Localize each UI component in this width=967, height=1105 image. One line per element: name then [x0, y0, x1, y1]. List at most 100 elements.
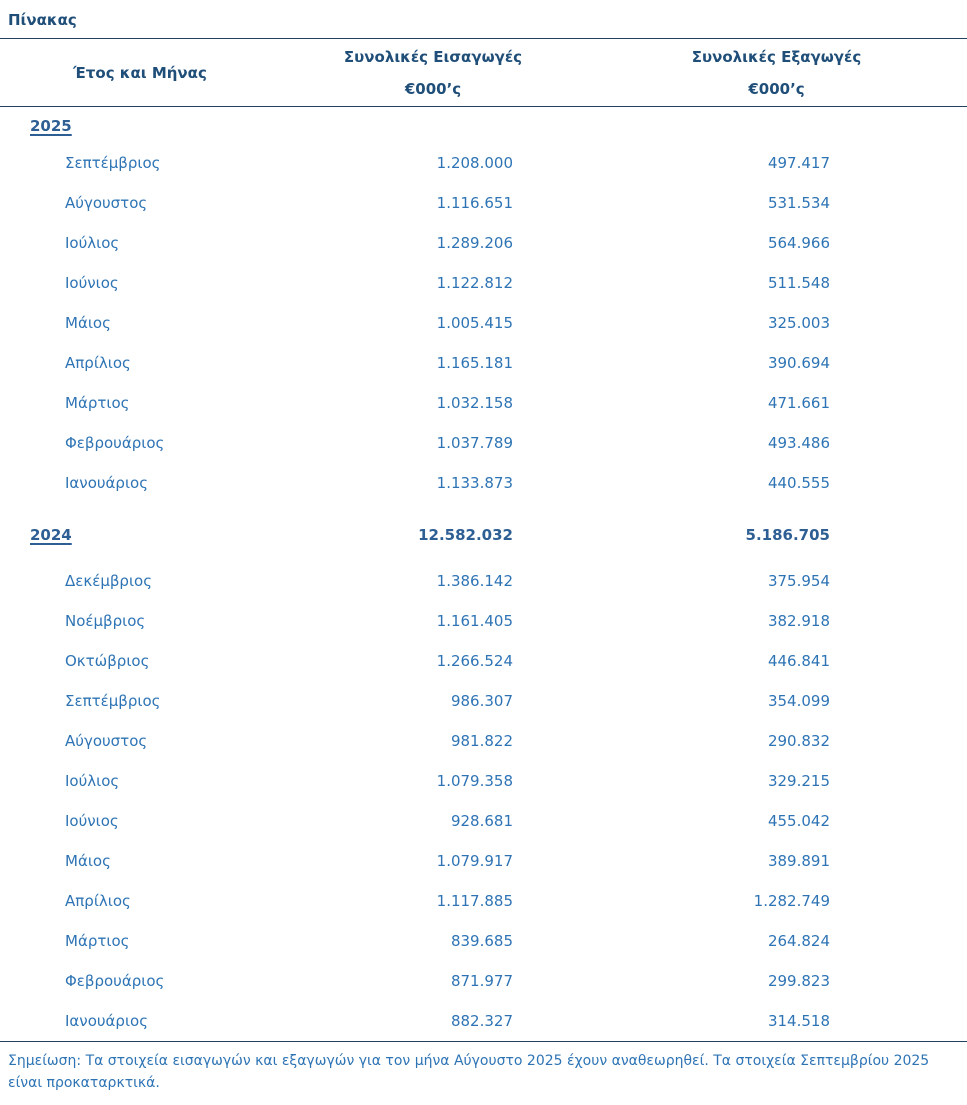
- table-row: Ιούνιος 928.681 455.042: [0, 801, 967, 841]
- month-label: Ιανουάριος: [65, 1012, 149, 1030]
- exports-value: 455.042: [767, 812, 830, 830]
- imports-value: 1.161.405: [436, 612, 513, 630]
- month-label: Αύγουστος: [65, 194, 148, 212]
- exports-value: 390.694: [767, 354, 830, 372]
- table-row: Φεβρουάριος 871.977 299.823: [0, 961, 967, 1001]
- month-label: Απρίλιος: [65, 892, 131, 910]
- imports-value: 1.032.158: [436, 394, 513, 412]
- imports-value: 1.386.142: [436, 572, 513, 590]
- table-row: Αύγουστος 1.116.651 531.534: [0, 183, 967, 223]
- footnote: Σημείωση: Τα στοιχεία εισαγωγών και εξαγ…: [8, 1053, 930, 1091]
- exports-value: 290.832: [767, 732, 830, 750]
- table-row: Μάιος 1.079.917 389.891: [0, 841, 967, 881]
- table-row: Αύγουστος 981.822 290.832: [0, 721, 967, 761]
- year-row: 2024 12.582.032 5.186.705: [0, 517, 967, 553]
- table-row: Ιούλιος 1.079.358 329.215: [0, 761, 967, 801]
- month-label: Αύγουστος: [65, 732, 148, 750]
- column-header-imports-label: Συνολικές Εισαγωγές: [343, 48, 523, 66]
- column-header-imports: Συνολικές Εισαγωγές €000’ς: [280, 48, 586, 98]
- table-row: Μάρτιος 839.685 264.824: [0, 921, 967, 961]
- imports-value: 1.005.415: [436, 314, 513, 332]
- table-row: Απρίλιος 1.165.181 390.694: [0, 343, 967, 383]
- imports-value: 839.685: [450, 932, 513, 950]
- imports-value: 928.681: [450, 812, 513, 830]
- exports-value: 375.954: [767, 572, 830, 590]
- exports-value: 389.891: [767, 852, 830, 870]
- table-row: Δεκέμβριος 1.386.142 375.954: [0, 561, 967, 601]
- imports-value: 986.307: [450, 692, 513, 710]
- table-row: Σεπτέμβριος 1.208.000 497.417: [0, 143, 967, 183]
- table-row: Ιανουάριος 882.327 314.518: [0, 1001, 967, 1041]
- column-header-exports: Συνολικές Εξαγωγές €000’ς: [586, 48, 967, 98]
- imports-value: 1.079.917: [436, 852, 513, 870]
- month-label: Μάρτιος: [65, 932, 130, 950]
- table-header: Έτος και Μήνας Συνολικές Εισαγωγές €000’…: [0, 39, 967, 106]
- divider-below-title: [0, 38, 967, 39]
- table-row: Ιανουάριος 1.133.873 440.555: [0, 463, 967, 503]
- divider-above-note: [0, 1041, 967, 1042]
- column-header-exports-unit: €000’ς: [748, 80, 805, 98]
- imports-value: 1.116.651: [436, 194, 513, 212]
- column-header-exports-label: Συνολικές Εξαγωγές: [691, 48, 862, 66]
- imports-value: 882.327: [450, 1012, 513, 1030]
- exports-value: 354.099: [767, 692, 830, 710]
- imports-value: 1.208.000: [436, 154, 513, 172]
- exports-value: 471.661: [767, 394, 830, 412]
- imports-value: 1.122.812: [436, 274, 513, 292]
- exports-value: 264.824: [767, 932, 830, 950]
- imports-value: 871.977: [450, 972, 513, 990]
- table-row: Μάρτιος 1.032.158 471.661: [0, 383, 967, 423]
- table-row: Σεπτέμβριος 986.307 354.099: [0, 681, 967, 721]
- exports-value: 299.823: [767, 972, 830, 990]
- imports-value: 1.079.358: [436, 772, 513, 790]
- month-label: Μάιος: [65, 314, 111, 332]
- exports-value: 446.841: [767, 652, 830, 670]
- table-row: Μάιος 1.005.415 325.003: [0, 303, 967, 343]
- table-row: Ιούνιος 1.122.812 511.548: [0, 263, 967, 303]
- month-label: Ιούνιος: [65, 274, 119, 292]
- table-row: Απρίλιος 1.117.885 1.282.749: [0, 881, 967, 921]
- table-body: 2025 Σεπτέμβριος 1.208.000 497.417 Αύγου…: [0, 109, 967, 1041]
- exports-value: 493.486: [767, 434, 830, 452]
- exports-value: 440.555: [767, 474, 830, 492]
- month-label: Ιούνιος: [65, 812, 119, 830]
- year-row: 2025: [0, 109, 967, 143]
- imports-value: 1.165.181: [436, 354, 513, 372]
- exports-value: 531.534: [767, 194, 830, 212]
- table-row: Νοέμβριος 1.161.405 382.918: [0, 601, 967, 641]
- divider-below-header: [0, 106, 967, 107]
- table-row: Ιούλιος 1.289.206 564.966: [0, 223, 967, 263]
- page-title: Πίνακας: [8, 11, 77, 29]
- month-label: Σεπτέμβριος: [65, 154, 161, 172]
- exports-value: 497.417: [767, 154, 830, 172]
- month-label: Ιούλιος: [65, 234, 120, 252]
- table-row: Οκτώβριος 1.266.524 446.841: [0, 641, 967, 681]
- exports-value: 1.282.749: [753, 892, 830, 910]
- exports-value: 314.518: [767, 1012, 830, 1030]
- month-label: Μάιος: [65, 852, 111, 870]
- month-label: Σεπτέμβριος: [65, 692, 161, 710]
- imports-value: 1.289.206: [436, 234, 513, 252]
- year-label: 2024: [30, 526, 72, 544]
- month-label: Νοέμβριος: [65, 612, 146, 630]
- table-row: Φεβρουάριος 1.037.789 493.486: [0, 423, 967, 463]
- imports-value: 1.266.524: [436, 652, 513, 670]
- exports-value: 325.003: [767, 314, 830, 332]
- month-label: Φεβρουάριος: [65, 972, 165, 990]
- imports-value: 981.822: [450, 732, 513, 750]
- year-label: 2025: [30, 117, 72, 135]
- year-total-imports-value: 12.582.032: [418, 526, 513, 544]
- month-label: Απρίλιος: [65, 354, 131, 372]
- exports-value: 511.548: [767, 274, 830, 292]
- month-label: Οκτώβριος: [65, 652, 150, 670]
- year-total-exports-value: 5.186.705: [745, 526, 830, 544]
- month-label: Μάρτιος: [65, 394, 130, 412]
- column-header-imports-unit: €000’ς: [404, 80, 462, 98]
- imports-value: 1.117.885: [436, 892, 513, 910]
- column-header-year-month: Έτος και Μήνας: [73, 64, 207, 82]
- imports-value: 1.133.873: [436, 474, 513, 492]
- month-label: Ιανουάριος: [65, 474, 149, 492]
- imports-value: 1.037.789: [436, 434, 513, 452]
- month-label: Φεβρουάριος: [65, 434, 165, 452]
